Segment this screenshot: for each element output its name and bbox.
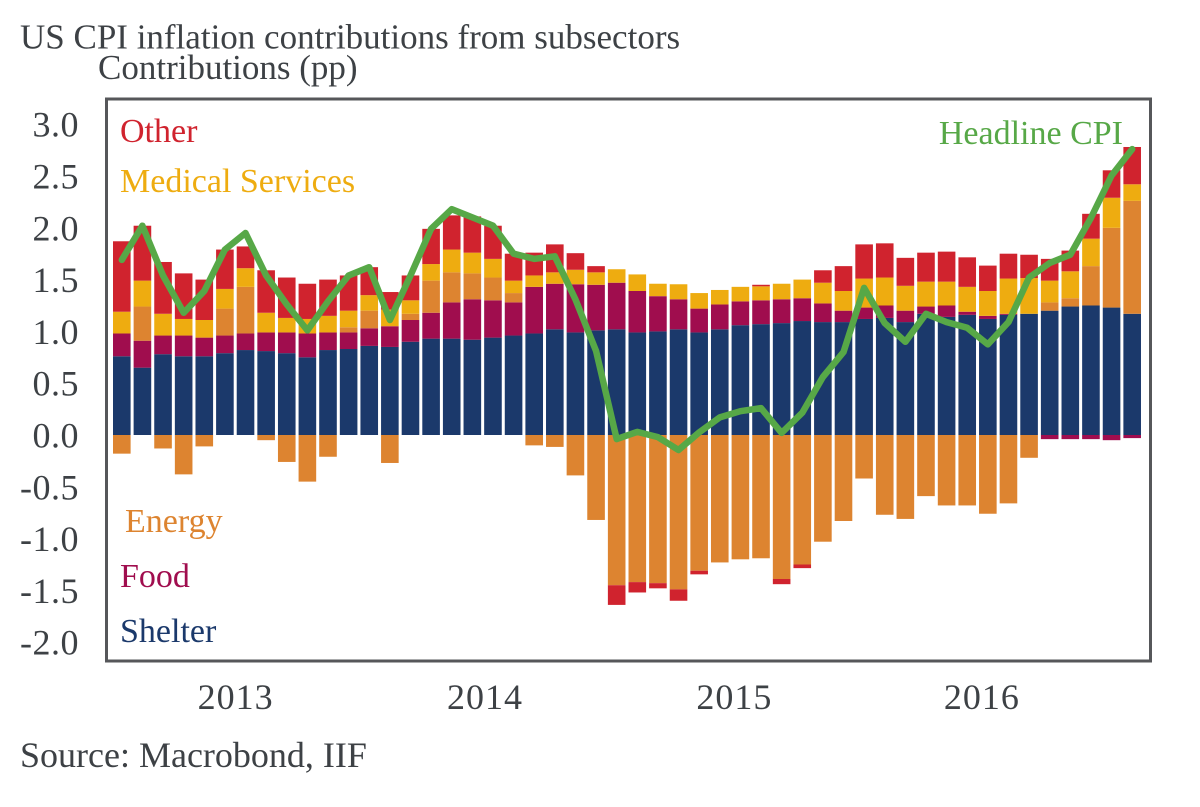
- svg-text:3.0: 3.0: [33, 105, 80, 145]
- svg-text:-2.0: -2.0: [20, 623, 79, 663]
- svg-text:2.0: 2.0: [33, 208, 80, 248]
- svg-text:Other: Other: [120, 113, 198, 150]
- svg-text:2014: 2014: [447, 677, 523, 717]
- svg-text:1.5: 1.5: [33, 260, 80, 300]
- svg-text:Medical Services: Medical Services: [120, 163, 355, 200]
- svg-text:-1.0: -1.0: [20, 519, 79, 559]
- svg-text:-0.5: -0.5: [20, 467, 79, 507]
- svg-text:1.0: 1.0: [33, 312, 80, 352]
- svg-text:2.5: 2.5: [33, 157, 80, 197]
- svg-text:Headline CPI: Headline CPI: [939, 115, 1123, 152]
- svg-text:Energy: Energy: [125, 503, 223, 540]
- svg-text:Food: Food: [120, 558, 190, 595]
- svg-text:0.5: 0.5: [33, 364, 80, 404]
- svg-text:0.0: 0.0: [33, 416, 80, 456]
- svg-text:US CPI inflation contributions: US CPI inflation contributions from subs…: [20, 18, 680, 57]
- svg-text:2013: 2013: [198, 677, 274, 717]
- svg-text:Contributions (pp): Contributions (pp): [98, 48, 358, 87]
- svg-text:-1.5: -1.5: [20, 571, 79, 611]
- svg-text:2016: 2016: [944, 677, 1020, 717]
- svg-text:2015: 2015: [696, 677, 772, 717]
- svg-text:Shelter: Shelter: [120, 613, 217, 650]
- svg-text:Source: Macrobond, IIF: Source: Macrobond, IIF: [20, 735, 367, 775]
